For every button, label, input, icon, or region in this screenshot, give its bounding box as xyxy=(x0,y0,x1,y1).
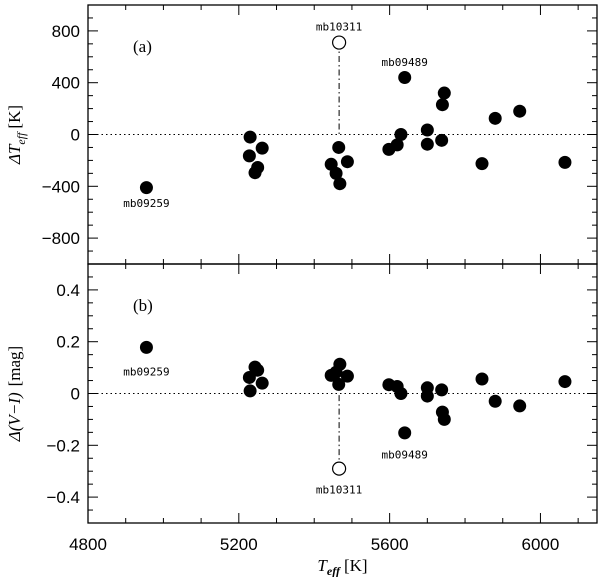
data-point xyxy=(394,128,408,141)
y-tick-label: −0.4 xyxy=(46,488,80,507)
y-tick-label: −400 xyxy=(42,177,80,196)
data-point xyxy=(488,111,502,125)
y-axis-label: Δ(V−I) [mag] xyxy=(5,346,24,442)
panel-label-b: (b) xyxy=(133,296,153,315)
data-point xyxy=(340,155,354,169)
x-axis-label-main: T xyxy=(317,556,328,575)
y-tick-label: 0 xyxy=(71,385,80,404)
y-tick-label: 0 xyxy=(71,126,80,145)
data-point xyxy=(394,387,408,400)
x-tick-label: 4800 xyxy=(69,535,107,554)
data-point xyxy=(513,104,527,118)
data-point xyxy=(139,340,153,354)
point-annotation: mb09489 xyxy=(382,448,428,461)
y-tick-label: −0.2 xyxy=(46,436,80,455)
data-point xyxy=(435,133,449,147)
y-tick-label: 0.2 xyxy=(56,333,80,352)
data-point xyxy=(340,369,354,383)
panel-b: 4800 5200 5600 6000 −0.4 −0.2 0 0.2 0.4 Δ(V−I) [ma… xyxy=(5,263,598,577)
y-axis-label: ΔTeff [K] xyxy=(5,105,28,165)
y-axis-label-main: Δ(V−I) xyxy=(5,392,24,442)
data-point xyxy=(332,377,346,391)
x-axis-label-sub: eff xyxy=(327,564,341,577)
data-point xyxy=(251,363,265,377)
outlier-marker xyxy=(332,461,347,476)
data-point xyxy=(435,383,449,397)
y-axis-label-unit: [mag] xyxy=(5,346,24,387)
y-axis-label-unit: [K] xyxy=(5,105,24,129)
x-axis-label: Teff [K] xyxy=(317,556,367,577)
data-point xyxy=(558,155,572,169)
x-tick-label: 5600 xyxy=(371,535,409,554)
data-point xyxy=(139,181,153,195)
x-tick-label: 6000 xyxy=(522,535,560,554)
data-point xyxy=(390,138,404,152)
data-point xyxy=(475,372,489,386)
data-point xyxy=(488,394,502,408)
panel-a: −800 −400 0 400 800 ΔTeff [K] (a) mb10311 mb09259… xyxy=(5,4,598,265)
data-point xyxy=(420,123,434,137)
data-point xyxy=(437,412,451,426)
data-point xyxy=(255,141,269,155)
data-point xyxy=(251,161,265,175)
data-point xyxy=(398,426,412,440)
data-point xyxy=(333,177,347,191)
data-point xyxy=(242,149,256,163)
data-point xyxy=(420,389,434,403)
panel-label-a: (a) xyxy=(133,37,152,56)
point-annotation: mb09259 xyxy=(123,365,169,378)
data-point xyxy=(475,157,489,171)
data-point xyxy=(437,86,451,100)
y-tick-label: −800 xyxy=(42,229,80,248)
data-point xyxy=(420,137,434,151)
y-tick-label: 0.4 xyxy=(56,281,80,300)
data-point xyxy=(398,71,412,85)
y-tick-label: 400 xyxy=(52,74,80,93)
x-axis-label-unit: [K] xyxy=(344,556,368,575)
data-point xyxy=(243,130,257,144)
x-tick-label: 5200 xyxy=(220,535,258,554)
data-point xyxy=(435,98,449,112)
y-axis-label-main: ΔT xyxy=(5,143,24,165)
outlier-label: mb10311 xyxy=(316,21,362,34)
data-point xyxy=(243,384,257,398)
point-annotation: mb09259 xyxy=(123,197,169,210)
data-point xyxy=(255,376,269,390)
outlier-label: mb10311 xyxy=(316,484,362,497)
data-point xyxy=(333,357,347,371)
data-point xyxy=(329,166,343,180)
data-point xyxy=(332,140,346,154)
point-annotation: mb09489 xyxy=(382,56,428,69)
data-point xyxy=(513,399,527,413)
data-point xyxy=(558,375,572,389)
outlier-marker xyxy=(332,35,347,50)
y-tick-label: 800 xyxy=(52,22,80,41)
y-axis-label-sub: eff xyxy=(14,131,28,145)
